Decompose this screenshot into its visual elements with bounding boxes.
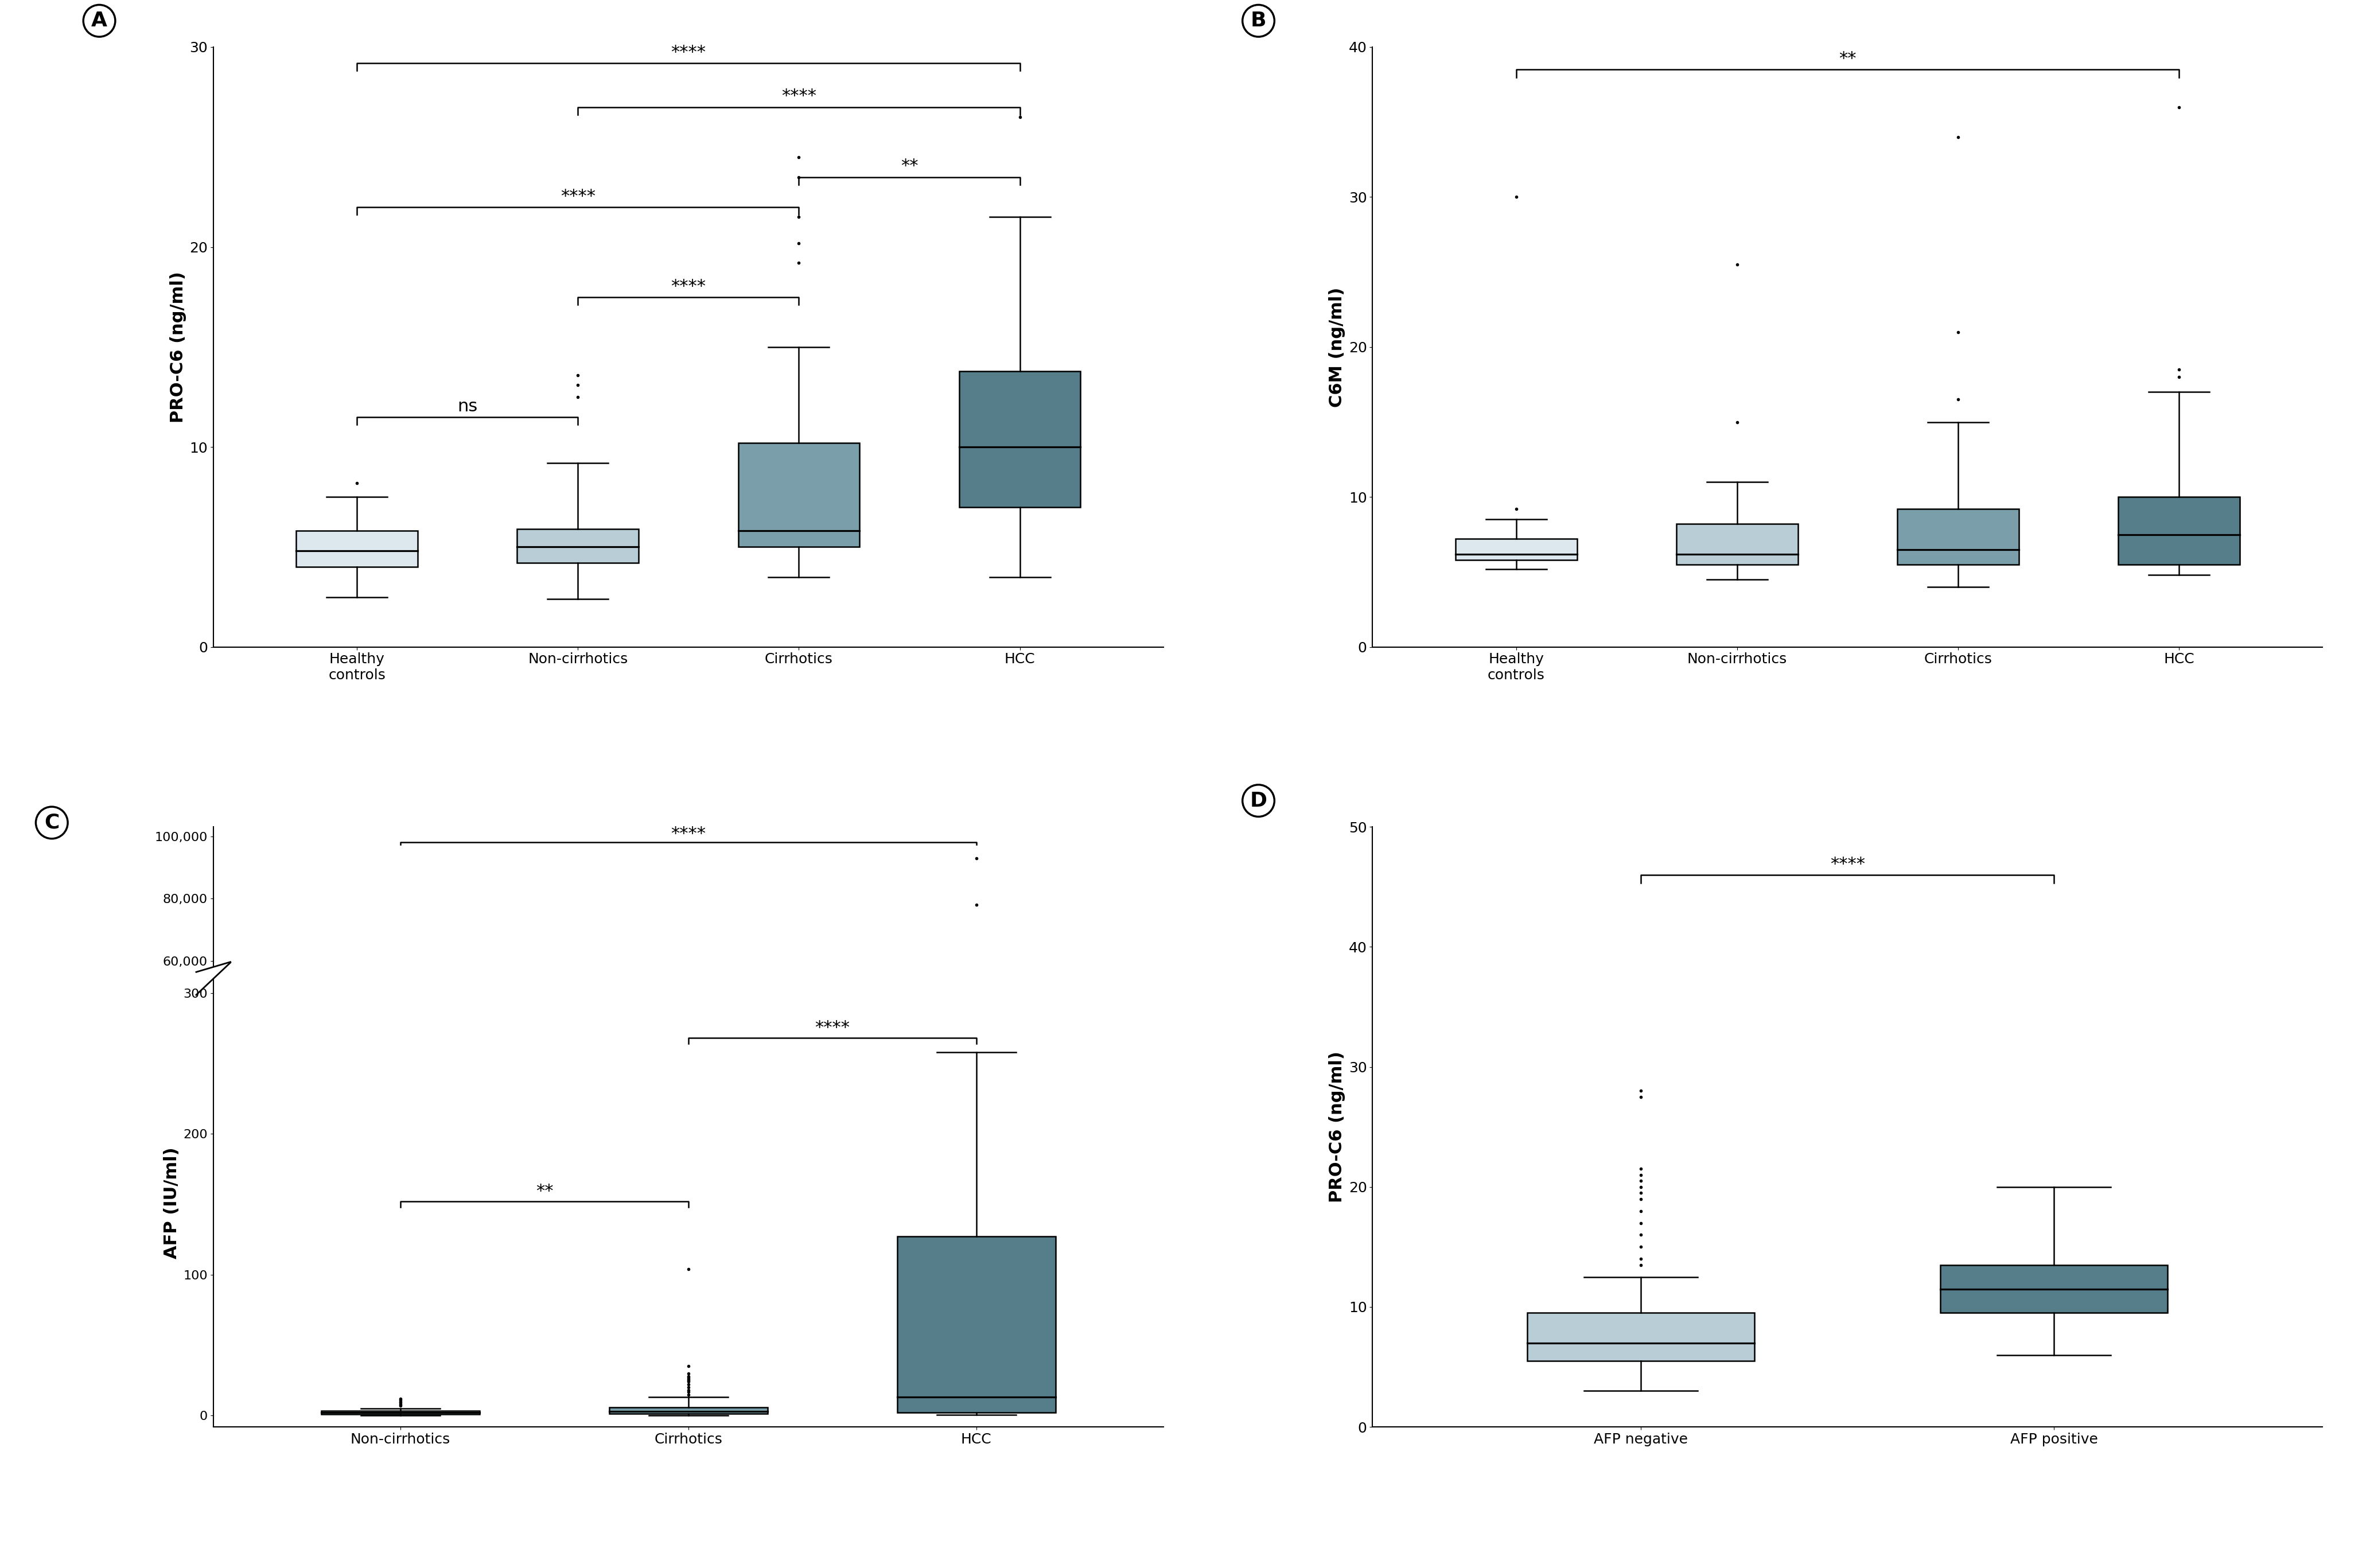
- Bar: [609, 1406, 768, 1413]
- Text: ****: ****: [815, 1019, 851, 1036]
- Bar: [1676, 524, 1799, 564]
- Y-axis label: C6M (ng/ml): C6M (ng/ml): [1330, 287, 1346, 408]
- Bar: [322, 1411, 479, 1414]
- Bar: [1526, 1312, 1754, 1361]
- Text: B: B: [1251, 11, 1266, 30]
- Bar: [1455, 539, 1576, 560]
- Text: D: D: [1249, 790, 1268, 811]
- Bar: [1941, 1265, 2169, 1312]
- Bar: [1898, 510, 2019, 564]
- Text: ns: ns: [457, 398, 476, 414]
- Text: ****: ****: [1830, 856, 1865, 873]
- Text: **: **: [1839, 50, 1856, 67]
- Bar: [898, 1237, 1055, 1413]
- Text: A: A: [92, 11, 107, 30]
- Bar: [517, 528, 638, 563]
- Bar: [2119, 497, 2240, 564]
- Y-axis label: AFP (IU/ml): AFP (IU/ml): [164, 1146, 180, 1259]
- Bar: [960, 372, 1081, 506]
- Bar: [296, 532, 417, 568]
- Text: ****: ****: [671, 44, 706, 61]
- Text: ****: ****: [671, 825, 706, 842]
- Text: ****: ****: [671, 278, 706, 295]
- Text: **: **: [536, 1182, 552, 1200]
- Text: C: C: [45, 812, 59, 833]
- Bar: [737, 444, 860, 547]
- Y-axis label: PRO-C6 (ng/ml): PRO-C6 (ng/ml): [171, 271, 187, 423]
- Text: **: **: [901, 158, 917, 174]
- Y-axis label: PRO-C6 (ng/ml): PRO-C6 (ng/ml): [1330, 1051, 1346, 1203]
- Text: ****: ****: [782, 88, 815, 105]
- Text: ****: ****: [559, 188, 595, 205]
